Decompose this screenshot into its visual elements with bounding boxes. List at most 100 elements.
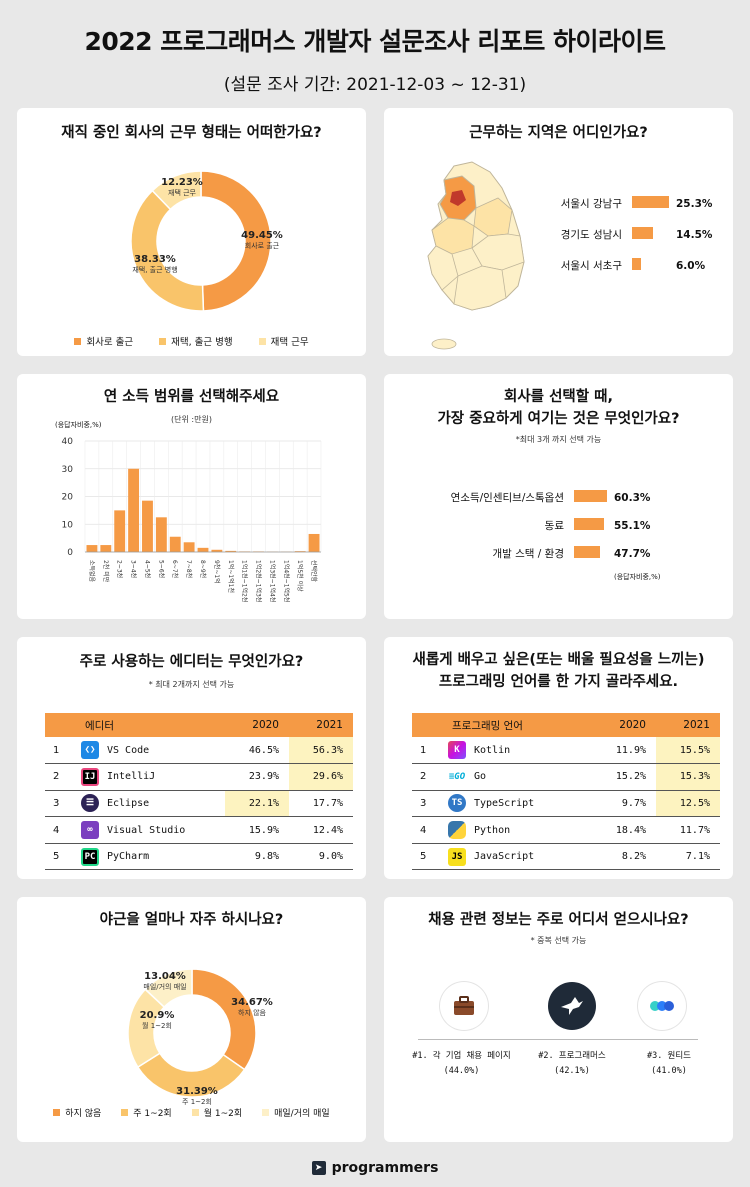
x-tick-label: 8~9천 bbox=[199, 560, 207, 578]
jobinfo-value-3: (41.0%) bbox=[651, 1066, 687, 1076]
intellij-icon: IJ bbox=[81, 767, 99, 786]
language-col-name: 프로그래밍 언어 bbox=[448, 713, 592, 737]
donut-slice bbox=[200, 170, 272, 312]
bar bbox=[86, 545, 98, 552]
bar-label: 연소득/인센티브/스톡옵션 bbox=[450, 492, 564, 504]
bar bbox=[632, 227, 654, 239]
income-chart: 0 10 20 30 40 소득없음 2천 미만 2~3천 3~4천 4~5천 5~6천 6~7천 7~… bbox=[62, 437, 322, 602]
value-2020: 18.4% bbox=[592, 816, 656, 844]
x-tick-label: 1억2천~1억3천 bbox=[255, 560, 263, 602]
x-tick-label: 1억5천 이상 bbox=[296, 560, 304, 592]
slice-sub-label: 하지 않음 bbox=[238, 1008, 267, 1017]
footer-brand: ➤ programmers bbox=[0, 1160, 750, 1176]
table-row: 4 ∞ Visual Studio 15.9% 12.4% bbox=[45, 816, 353, 844]
bar-label: 개발 스택 / 환경 bbox=[492, 548, 564, 560]
value-2020: 8.2% bbox=[592, 843, 656, 871]
bar-row: 동료 55.1% bbox=[414, 518, 650, 533]
legend-label: 매일/거의 매일 bbox=[274, 1109, 330, 1119]
value-2020: 46.5% bbox=[225, 737, 289, 765]
y-tick-label: 10 bbox=[62, 520, 74, 530]
language-name: JavaScript bbox=[474, 851, 535, 863]
bar-label: 동료 bbox=[544, 520, 564, 532]
y-tick-label: 0 bbox=[67, 548, 73, 558]
slice-sub-label: 주 1~2회 bbox=[182, 1098, 212, 1106]
bar bbox=[183, 542, 195, 552]
bar bbox=[114, 510, 126, 552]
value-2021: 12.5% bbox=[656, 790, 720, 818]
slice-value-label: 49.45% bbox=[241, 230, 283, 241]
language-table: 프로그래밍 언어 2020 2021 1 K Kotlin 11.9% 15.5%… bbox=[412, 713, 720, 871]
value-2021: 12.4% bbox=[289, 816, 353, 844]
bar-row: 서울시 서초구 6.0% bbox=[544, 258, 705, 273]
region-panel: 근무하는 지역은 어디인가요? 서울시 강남구 25.3% 경기도 성남시 14.5%… bbox=[384, 108, 733, 356]
editor-name: PyCharm bbox=[107, 851, 150, 863]
value-2021: 9.0% bbox=[289, 843, 353, 871]
bar-value: 47.7% bbox=[614, 547, 651, 560]
donut-slice bbox=[144, 968, 193, 1009]
bar bbox=[632, 258, 641, 270]
slice-value-label: 12.23% bbox=[161, 177, 203, 188]
language-col-2021: 2021 bbox=[656, 713, 720, 737]
rank-cell: 4 bbox=[412, 816, 448, 844]
legend-label: 주 1~2회 bbox=[133, 1109, 172, 1119]
editor-col-2020: 2020 bbox=[225, 713, 289, 737]
value-2021: 15.3% bbox=[656, 763, 720, 791]
value-2020: 23.9% bbox=[225, 763, 289, 791]
value-2021: 15.5% bbox=[656, 737, 720, 765]
x-tick-label: 2천 미만 bbox=[102, 560, 110, 583]
visual-studio-icon: ∞ bbox=[81, 821, 99, 840]
work-type-title: 재직 중인 회사의 근무 형태는 어떠한가요? bbox=[61, 125, 322, 141]
bar bbox=[128, 468, 140, 552]
slice-sub-label: 월 1~2회 bbox=[142, 1021, 172, 1030]
language-name: Kotlin bbox=[474, 744, 511, 756]
javascript-icon: JS bbox=[448, 847, 466, 866]
work-type-panel: 재직 중인 회사의 근무 형태는 어떠한가요? 49.45% 회사로 출근 38.3… bbox=[17, 108, 366, 356]
editor-col-name: 에디터 bbox=[81, 713, 225, 737]
bar bbox=[100, 545, 112, 552]
x-tick-label: 1억4천~1억5천 bbox=[282, 560, 290, 602]
jobinfo-label-2: #2. 프로그래머스 bbox=[538, 1051, 606, 1061]
bar-label: 서울시 강남구 bbox=[560, 198, 622, 210]
donut-slice bbox=[130, 189, 205, 312]
value-2021: 7.1% bbox=[656, 843, 720, 871]
x-tick-label: 7~8천 bbox=[185, 560, 193, 578]
bar-row: 경기도 성남시 14.5% bbox=[544, 227, 712, 242]
table-row: 4 Python 18.4% 11.7% bbox=[412, 816, 720, 844]
bar-label: 경기도 성남시 bbox=[560, 229, 622, 241]
x-tick-label: 1억3천~1억4천 bbox=[268, 560, 276, 602]
programmers-bird-icon bbox=[548, 982, 596, 1030]
bar bbox=[308, 533, 320, 552]
overtime-title: 야근을 얼마나 자주 하시나요? bbox=[99, 912, 284, 928]
language-name: TypeScript bbox=[474, 797, 535, 809]
eclipse-icon: ☰ bbox=[81, 794, 99, 813]
bar bbox=[155, 517, 167, 552]
income-panel: 연 소득 범위를 선택해주세요 (단위 :만원) (응답자비중,%) 0 10 20… bbox=[17, 374, 366, 619]
language-title-1: 새롭게 배우고 싶은(또는 배울 필요성을 느끼는) bbox=[412, 652, 705, 668]
editor-name: VS Code bbox=[107, 744, 150, 756]
donut-slice bbox=[151, 170, 202, 211]
y-tick-label: 30 bbox=[62, 465, 74, 475]
bar bbox=[294, 551, 306, 552]
y-tick-label: 20 bbox=[62, 493, 74, 503]
bar bbox=[211, 549, 223, 552]
x-tick-label: 선택안함 bbox=[310, 560, 318, 583]
go-icon: ≡GO bbox=[448, 771, 466, 782]
bar-row: 개발 스택 / 환경 47.7% bbox=[414, 546, 650, 561]
slice-value-label: 20.9% bbox=[140, 1010, 175, 1021]
rank-cell: 2 bbox=[412, 763, 448, 791]
x-tick-label: 3~4천 bbox=[130, 560, 138, 578]
company-note: *최대 3개 까지 선택 가능 bbox=[515, 435, 602, 444]
table-row: 3 ☰ Eclipse 22.1% 17.7% bbox=[45, 790, 353, 818]
region-title: 근무하는 지역은 어디인가요? bbox=[469, 125, 648, 141]
editor-name: Eclipse bbox=[107, 797, 150, 809]
editor-panel: 주로 사용하는 에디터는 무엇인가요? * 최대 2개까지 선택 가능 에디터 … bbox=[17, 637, 366, 879]
editor-name: Visual Studio bbox=[107, 824, 186, 836]
editor-name: IntelliJ bbox=[107, 771, 156, 783]
bar bbox=[169, 536, 181, 552]
typescript-icon: TS bbox=[448, 794, 466, 813]
bar-row: 연소득/인센티브/스톡옵션 60.3% bbox=[414, 490, 650, 505]
slice-sub-label: 재택 근무 bbox=[168, 188, 197, 197]
income-note: (단위 :만원) bbox=[171, 415, 212, 424]
value-2021: 11.7% bbox=[656, 816, 720, 844]
bar bbox=[574, 490, 608, 502]
